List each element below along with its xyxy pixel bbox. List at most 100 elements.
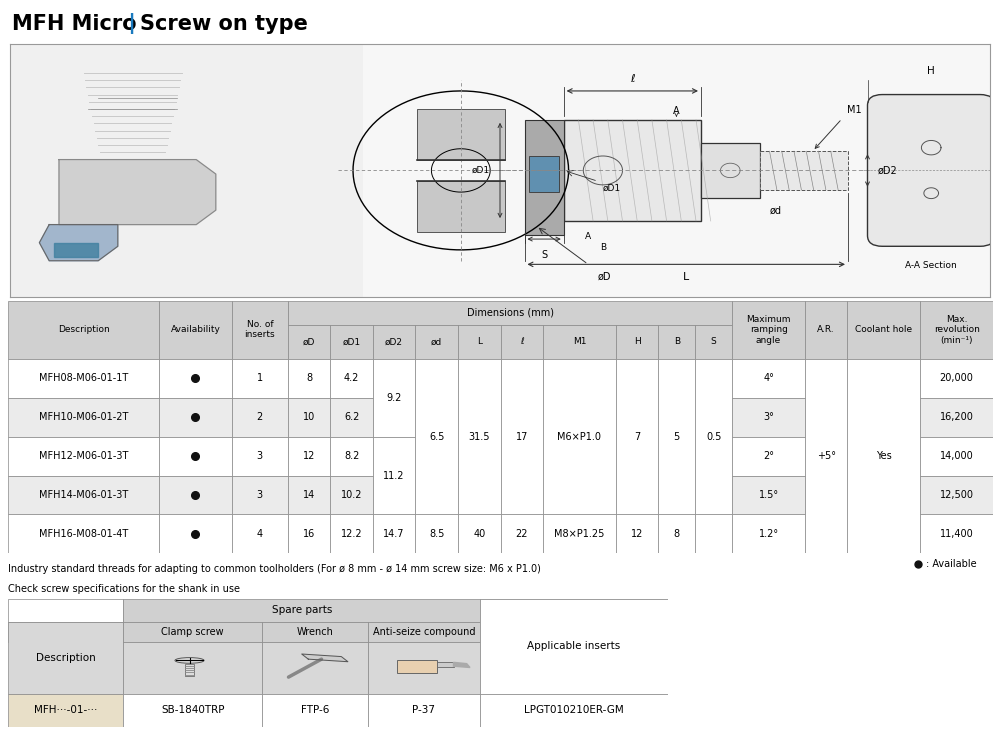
Text: Wrench: Wrench (296, 627, 333, 637)
Text: øD2: øD2 (385, 337, 403, 346)
Text: A.R.: A.R. (817, 325, 835, 334)
Bar (658, 325, 695, 358)
Bar (262, 622, 368, 642)
Bar (920, 358, 993, 397)
Bar (616, 325, 658, 358)
Bar (732, 476, 805, 515)
Bar (920, 437, 993, 476)
Text: 0.5: 0.5 (706, 432, 721, 441)
Bar (373, 437, 415, 515)
Bar (330, 358, 373, 397)
Bar (159, 397, 232, 437)
Bar (760, 151, 848, 190)
Bar (732, 358, 805, 397)
Bar (8, 397, 159, 437)
Text: MFH Micro: MFH Micro (12, 14, 137, 34)
Bar (288, 301, 732, 325)
Bar (288, 437, 330, 476)
Bar (159, 515, 232, 553)
Bar (458, 325, 501, 358)
Bar (8, 693, 123, 727)
Bar (437, 662, 454, 667)
Text: 8: 8 (674, 529, 680, 539)
Text: M1: M1 (573, 337, 586, 346)
Bar (8, 599, 123, 622)
Text: B: B (600, 243, 606, 251)
Text: Description: Description (36, 653, 96, 663)
Text: øD: øD (303, 337, 315, 346)
Text: ød: ød (770, 205, 782, 216)
Text: 8.2: 8.2 (344, 451, 359, 461)
Bar (330, 397, 373, 437)
Bar (330, 437, 373, 476)
Bar (480, 622, 668, 642)
Bar (123, 642, 262, 693)
Text: 7: 7 (634, 432, 640, 441)
Text: Clamp screw: Clamp screw (161, 627, 224, 637)
Polygon shape (39, 224, 118, 261)
Text: øD2: øD2 (877, 166, 897, 175)
Bar (8, 301, 159, 358)
Text: Applicable inserts: Applicable inserts (527, 641, 621, 652)
Text: Yes: Yes (876, 451, 892, 461)
Text: Spare parts: Spare parts (272, 605, 332, 616)
Text: 3: 3 (257, 451, 263, 461)
Bar (524, 119, 564, 235)
Bar (397, 660, 437, 673)
Bar (417, 109, 505, 160)
Text: 3: 3 (257, 490, 263, 500)
Bar (847, 358, 920, 553)
Text: MFH12-M06-01-3T: MFH12-M06-01-3T (39, 451, 128, 461)
Polygon shape (59, 160, 216, 224)
Bar (232, 476, 288, 515)
Bar (658, 515, 695, 553)
Text: 4°: 4° (763, 373, 774, 383)
Polygon shape (54, 243, 98, 257)
Bar (501, 515, 543, 553)
Text: 11,400: 11,400 (940, 529, 973, 539)
Text: 12.2: 12.2 (341, 529, 362, 539)
Text: |: | (121, 13, 143, 34)
Bar (616, 515, 658, 553)
Bar (805, 301, 847, 358)
Bar (701, 143, 760, 198)
Bar (480, 599, 668, 693)
Bar (288, 515, 330, 553)
Bar (417, 181, 505, 232)
Text: LPGT010210ER-GM: LPGT010210ER-GM (524, 705, 624, 715)
Text: No. of
inserts: No. of inserts (245, 320, 275, 339)
Bar (920, 476, 993, 515)
Bar (658, 358, 695, 515)
Text: L: L (477, 337, 482, 346)
Text: Screw on type: Screw on type (140, 14, 308, 34)
Text: 17: 17 (516, 432, 528, 441)
Bar (8, 622, 123, 693)
Bar (373, 325, 415, 358)
Bar (543, 358, 616, 515)
Bar (732, 301, 805, 358)
Text: S: S (541, 250, 547, 260)
Bar (732, 515, 805, 553)
Bar (159, 437, 232, 476)
Text: Check screw specifications for the shank in use: Check screw specifications for the shank… (8, 583, 240, 594)
Text: M8×P1.25: M8×P1.25 (554, 529, 605, 539)
Bar (373, 515, 415, 553)
Bar (368, 622, 480, 642)
Bar (8, 622, 123, 642)
Text: 1.5°: 1.5° (759, 490, 779, 500)
Text: 14,000: 14,000 (940, 451, 973, 461)
Text: 4.2: 4.2 (344, 373, 359, 383)
Text: Max.
revolution
(min⁻¹): Max. revolution (min⁻¹) (934, 314, 980, 345)
Text: A: A (585, 232, 591, 241)
Text: A: A (673, 106, 680, 117)
Text: MFH···-01-···: MFH···-01-··· (34, 705, 97, 715)
Bar (480, 693, 668, 727)
Bar (159, 301, 232, 358)
FancyBboxPatch shape (868, 95, 995, 246)
Text: B: B (674, 337, 680, 346)
Bar (123, 693, 262, 727)
Bar (330, 476, 373, 515)
Bar (330, 325, 373, 358)
Text: 1: 1 (257, 373, 263, 383)
Text: øD: øD (598, 272, 612, 281)
